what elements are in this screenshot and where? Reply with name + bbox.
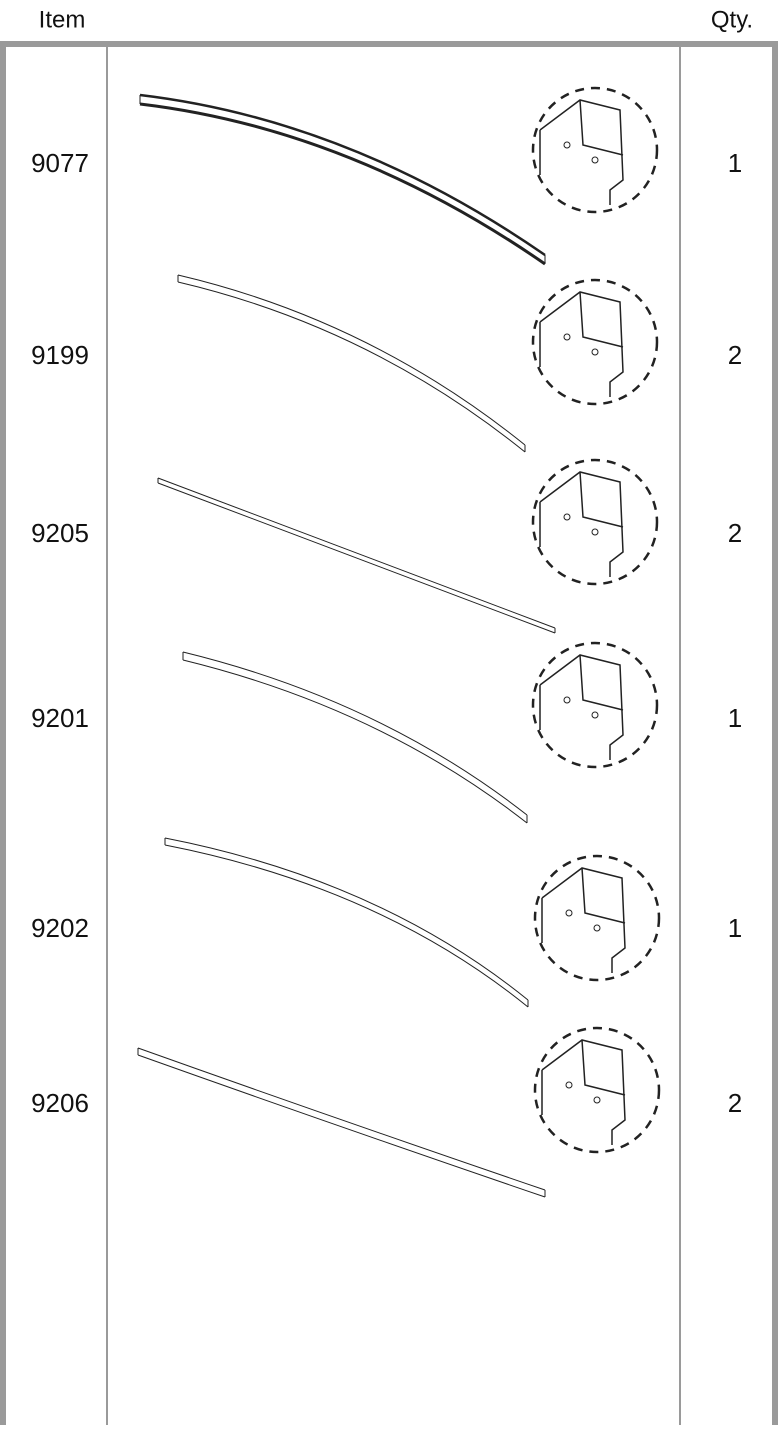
beam-edge [177,274,526,446]
detail-circle [531,86,659,214]
beam-end [164,838,529,1007]
detail-circle [531,458,659,586]
quantity: 1 [728,703,742,733]
item-number: 9201 [31,703,89,733]
hole [565,1081,573,1089]
quantity: 2 [728,340,742,370]
profile [539,99,624,205]
beam-end [177,275,526,452]
hole [591,528,599,536]
quantity: 2 [728,1088,742,1118]
profile [539,471,624,577]
detail-circle [533,1026,661,1154]
beam-edge [182,651,528,816]
beam-edge [164,844,529,1008]
detail-circle [533,854,661,982]
item-number: 9205 [31,518,89,548]
quantity: 2 [728,518,742,548]
hole [563,513,571,521]
profile [539,654,624,760]
beam-edge [177,281,526,453]
hole [563,141,571,149]
detail-circle [531,278,659,406]
beam-edge [139,102,546,266]
beam-end [137,1048,546,1197]
hole [593,1096,601,1104]
hole [591,348,599,356]
beam-edge [164,837,529,1001]
beam-end [139,95,546,264]
quantity: 1 [728,148,742,178]
profile [541,1039,626,1145]
item-number: 9199 [31,340,89,370]
beam-edge [139,93,546,257]
profile [539,291,624,397]
hole [593,924,601,932]
item-number: 9202 [31,913,89,943]
beam-edge [157,477,556,629]
item-header: Item [39,6,86,33]
detail-circle [531,641,659,769]
beam-edge [182,659,528,824]
qty-header: Qty. [711,6,753,33]
table-border [0,41,778,1430]
illustrations [137,86,661,1198]
beam-edge [157,482,556,634]
beam-end [182,652,528,823]
quantity: 1 [728,913,742,943]
hole [563,696,571,704]
beam-end [157,478,556,633]
item-number: 9206 [31,1088,89,1118]
hole [591,156,599,164]
hole [563,333,571,341]
hole [591,711,599,719]
beam-edge [137,1047,546,1191]
beam-edge [137,1054,546,1198]
item-number: 9077 [31,148,89,178]
profile [541,867,626,973]
hole [565,909,573,917]
